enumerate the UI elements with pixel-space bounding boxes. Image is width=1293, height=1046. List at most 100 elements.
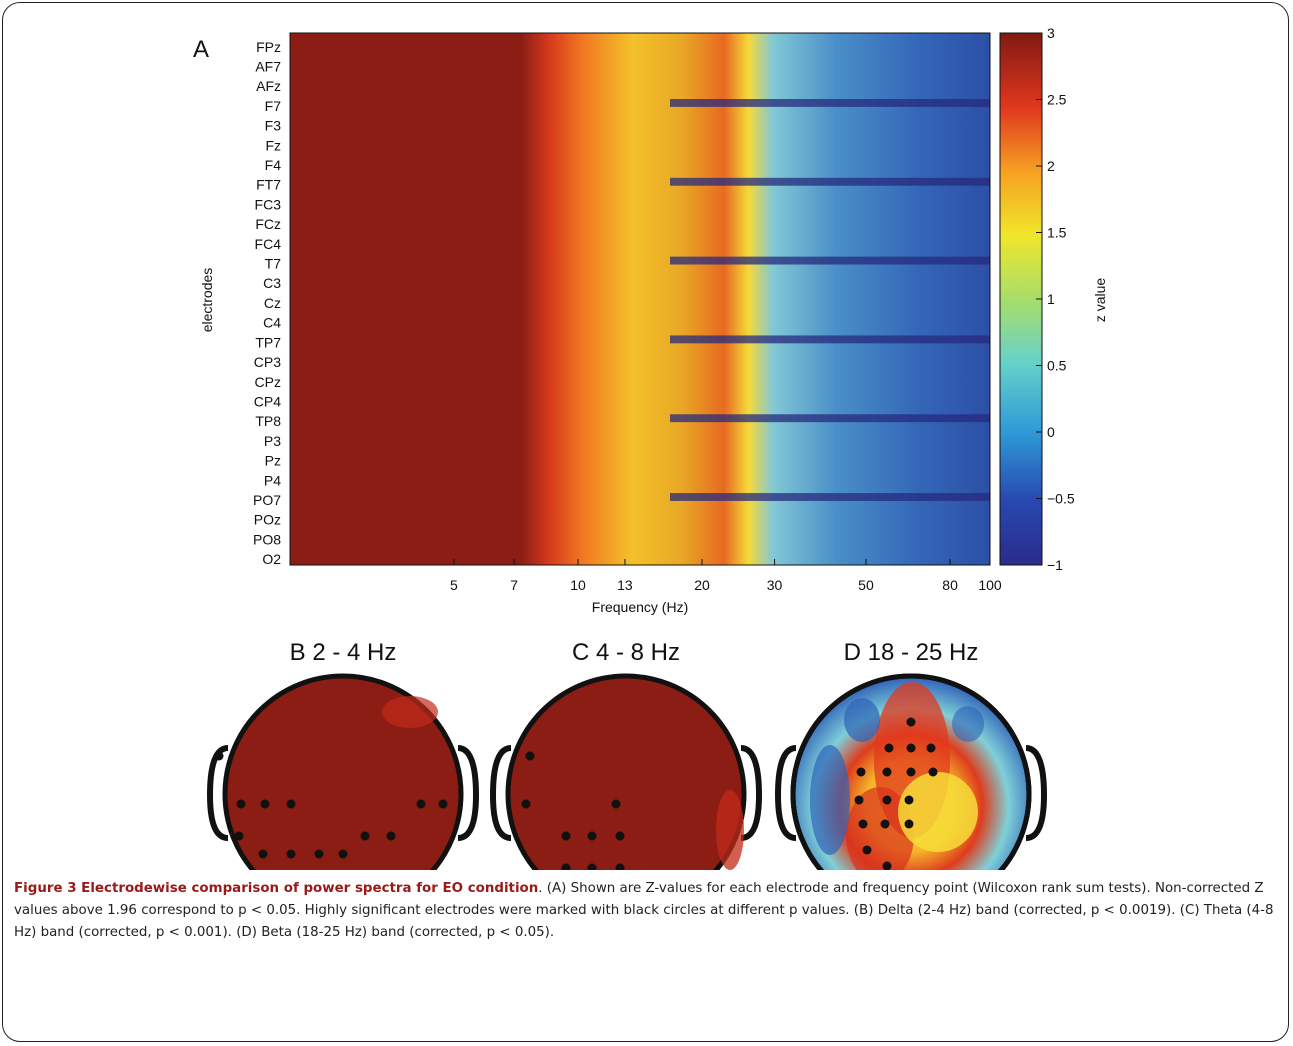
electrode-label: AFz [256,78,281,94]
colorbar-tick-label: 0.5 [1047,358,1067,374]
significant-electrode-dot [906,717,916,727]
significant-electrode-dot [906,743,916,753]
significant-electrode-dot [862,845,872,855]
significant-electrode-dot [906,767,916,777]
colorbar-tick-label: 1 [1047,291,1055,307]
significant-electrode-dot [926,743,936,753]
significant-electrode-dot [338,849,348,859]
electrode-label: F3 [265,118,282,134]
significant-electrode-dot [561,863,571,870]
left-ear [774,745,797,841]
x-tick-label: 13 [617,577,633,593]
heat-row-stripe [670,256,990,265]
significant-electrode-dot [858,819,868,829]
electrode-label: P4 [264,472,281,488]
electrode-label: C4 [263,315,281,331]
significant-electrode-dot [854,795,864,805]
electrode-label: TP8 [255,413,281,429]
electrode-label: PO7 [253,492,281,508]
electrode-label: Fz [265,137,281,153]
panel-a-letter: A [193,36,209,63]
electrode-label: C3 [263,275,281,291]
significant-electrode-dot [360,831,370,841]
colorbar-tick-label: 1.5 [1047,225,1067,241]
topomap-b: B 2 - 4 Hz [206,639,480,870]
heat-row-stripe [670,99,990,107]
colorbar-tick-label: −0.5 [1047,491,1075,507]
significant-electrode-dot [258,849,268,859]
significant-electrode-dot [904,795,914,805]
x-axis-label: Frequency (Hz) [592,599,688,615]
topomap-c: C 4 - 8 Hz [489,639,763,870]
significant-electrode-dot [386,831,396,841]
electrode-label: TP7 [255,334,281,350]
colorbar-tick-label: 2.5 [1047,92,1067,108]
x-tick-label: 50 [858,577,874,593]
significant-electrode-dot [882,767,892,777]
electrode-label: O2 [262,551,281,567]
significant-electrode-dot [438,799,448,809]
significant-electrode-dot [286,849,296,859]
topomap-b-title: B 2 - 4 Hz [290,639,397,666]
electrode-label: P3 [264,433,281,449]
heat-row-stripe [670,493,990,501]
figure-caption: Figure 3 Electrodewise comparison of pow… [14,878,1276,944]
significant-electrode-dot [615,831,625,841]
significant-electrode-dot [521,799,531,809]
significant-electrode-dot [286,799,296,809]
right-ear [740,745,763,841]
heatmap [290,33,990,565]
significant-electrode-dot [214,751,224,761]
significant-electrode-dot [260,799,270,809]
heat-row-stripe [670,414,990,423]
y-axis-label: electrodes [199,268,215,333]
left-ear [489,745,512,841]
electrode-label: F4 [265,157,282,173]
electrode-label: AF7 [255,58,281,74]
significant-electrode-dot [904,819,914,829]
colorbar-ticks: 3 2.5 2 1.5 1 0.5 0 −0.5 −1 [1036,25,1075,573]
x-tick-label: 10 [570,577,586,593]
panel-a: A FPz AF7 AFz F7 F3 Fz F4 FT7 FC3 FCz FC4 T7 C3 Cz C4 T… [193,25,1108,615]
electrode-label: POz [254,512,281,528]
colorbar-tick-label: 0 [1047,424,1055,440]
electrode-label: T7 [265,256,282,272]
electrode-label: FCz [255,216,281,232]
significant-electrode-dot [856,767,866,777]
electrode-label: Pz [265,453,281,469]
colorbar-label: z value [1092,278,1108,323]
electrode-label: FT7 [256,177,281,193]
significant-electrode-dot [882,795,892,805]
significant-electrode-dot [615,863,625,870]
significant-electrode-dot [236,799,246,809]
significant-electrode-dot [561,831,571,841]
electrode-labels: FPz AF7 AFz F7 F3 Fz F4 FT7 FC3 FCz FC4 T7 C3 Cz C4 TP7… [253,39,281,567]
significant-electrode-dot [234,831,244,841]
significant-electrode-dot [884,743,894,753]
x-tick-label: 80 [942,577,958,593]
electrode-label: PO8 [253,531,281,547]
right-ear [457,745,480,841]
significant-electrode-dot [882,861,892,870]
figure-graphic: A FPz AF7 AFz F7 F3 Fz F4 FT7 FC3 FCz FC4 T7 C3 Cz C4 T… [193,25,1108,870]
electrode-label: FPz [256,39,281,55]
heat-row-stripe [670,177,990,186]
heat-row-stripe [670,335,990,344]
significant-electrode-dot [587,831,597,841]
significant-electrode-dot [928,767,938,777]
heatmap-axes-box [289,32,991,566]
significant-electrode-dot [611,799,621,809]
x-tick-label: 20 [694,577,710,593]
caption-title: Figure 3 Electrodewise comparison of pow… [14,881,539,896]
electrode-label: CPz [255,374,281,390]
x-tick-label: 5 [450,577,458,593]
topomap-d: D 18 - 25 Hz [774,639,1048,870]
electrode-label: FC3 [255,196,282,212]
significant-electrode-dot [314,849,324,859]
right-ear [1025,745,1048,841]
x-tick-label: 30 [767,577,783,593]
colorbar-tick-label: −1 [1047,557,1063,573]
head-outline [505,673,747,870]
colorbar-tick-label: 3 [1047,25,1055,41]
